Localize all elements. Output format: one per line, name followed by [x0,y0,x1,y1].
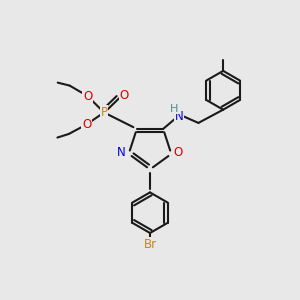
Text: O: O [82,118,91,131]
Text: N: N [117,146,126,159]
Text: Br: Br [143,238,157,251]
Text: P: P [100,106,107,119]
Text: O: O [83,89,92,103]
Text: N: N [175,110,183,123]
Text: H: H [170,103,179,114]
Text: O: O [120,89,129,102]
Text: O: O [174,146,183,159]
